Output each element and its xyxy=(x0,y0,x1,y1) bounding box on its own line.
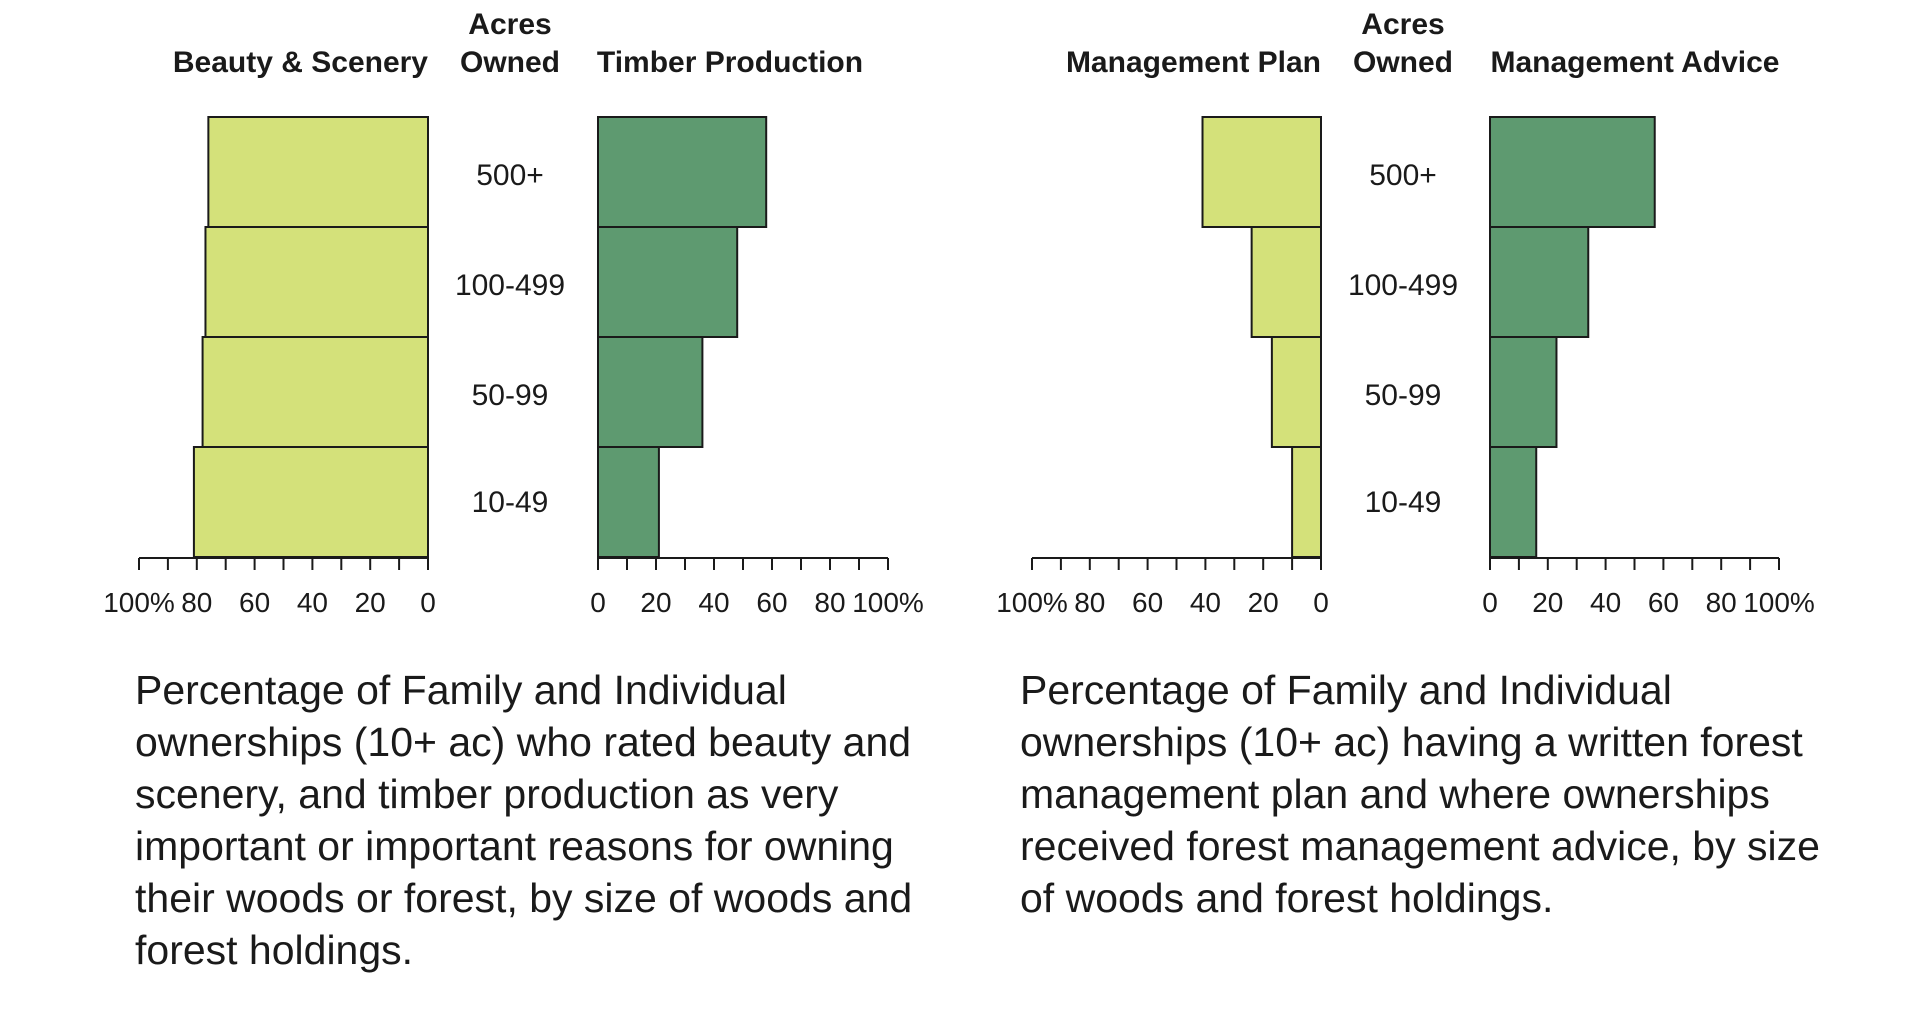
right-tick-label: 20 xyxy=(1532,587,1563,618)
left-bar xyxy=(192,446,429,558)
right-bar xyxy=(597,336,704,448)
right-tick-label: 40 xyxy=(1590,587,1621,618)
caption-line: of woods and forest holdings. xyxy=(1020,875,1554,921)
right-bar xyxy=(1489,446,1538,558)
left-tick-label: 60 xyxy=(1132,587,1163,618)
right-series-title: Timber Production xyxy=(597,46,863,79)
caption-line: scenery, and timber production as very xyxy=(135,771,839,817)
caption-left: Percentage of Family and Individual owne… xyxy=(135,664,912,976)
caption-line: received forest management advice, by si… xyxy=(1020,823,1820,869)
acres-header-line2: Owned xyxy=(1353,46,1453,79)
left-series-title: Management Plan xyxy=(1066,46,1321,79)
left-bar xyxy=(1291,446,1322,558)
caption-line: Percentage of Family and Individual xyxy=(135,667,787,713)
right-tick-label: 0 xyxy=(590,587,606,618)
right-bar xyxy=(1489,116,1656,228)
acres-header-line2: Owned xyxy=(460,46,560,79)
left-bar xyxy=(201,336,429,448)
left-tick-label: 0 xyxy=(420,587,436,618)
caption-line: important or important reasons for ownin… xyxy=(135,823,894,869)
caption-line: management plan and where ownerships xyxy=(1020,771,1770,817)
category-label: 50-99 xyxy=(1365,379,1442,412)
left-tick-label: 40 xyxy=(1190,587,1221,618)
right-bar xyxy=(597,226,739,338)
left-tick-label: 100% xyxy=(103,587,175,618)
right-bar xyxy=(597,116,768,228)
left-tick-label: 80 xyxy=(181,587,212,618)
right-tick-label: 0 xyxy=(1482,587,1498,618)
caption-line: ownerships (10+ ac) who rated beauty and xyxy=(135,719,912,765)
caption-line: Percentage of Family and Individual xyxy=(1020,667,1672,713)
acres-header-line1: Acres xyxy=(1361,8,1444,41)
right-bar xyxy=(1489,226,1590,338)
category-label: 50-99 xyxy=(472,379,549,412)
left-tick-label: 20 xyxy=(355,587,386,618)
category-label: 10-49 xyxy=(472,486,549,519)
category-label: 10-49 xyxy=(1365,486,1442,519)
left-tick-label: 20 xyxy=(1248,587,1279,618)
caption-right: Percentage of Family and Individual owne… xyxy=(1020,664,1820,924)
left-tick-label: 40 xyxy=(297,587,328,618)
caption-line: ownerships (10+ ac) having a written for… xyxy=(1020,719,1803,765)
left-series-title: Beauty & Scenery xyxy=(173,46,428,79)
right-tick-label: 20 xyxy=(640,587,671,618)
left-bar xyxy=(204,226,429,338)
category-label: 500+ xyxy=(1369,159,1437,192)
left-bar xyxy=(1201,116,1323,228)
right-series-title: Management Advice xyxy=(1491,46,1780,79)
left-tick-label: 0 xyxy=(1313,587,1329,618)
right-tick-label: 80 xyxy=(814,587,845,618)
right-tick-label: 60 xyxy=(1648,587,1679,618)
right-tick-label: 80 xyxy=(1706,587,1737,618)
left-bar xyxy=(1250,226,1323,338)
caption-line: their woods or forest, by size of woods … xyxy=(135,875,913,921)
left-bar xyxy=(207,116,429,228)
right-bar xyxy=(1489,336,1558,448)
right-tick-label: 60 xyxy=(756,587,787,618)
right-bar xyxy=(597,446,660,558)
right-tick-label: 100% xyxy=(1743,587,1815,618)
category-label: 100-499 xyxy=(455,269,565,302)
right-tick-label: 40 xyxy=(698,587,729,618)
left-tick-label: 60 xyxy=(239,587,270,618)
category-label: 100-499 xyxy=(1348,269,1458,302)
caption-line: forest holdings. xyxy=(135,927,414,973)
left-bar xyxy=(1270,336,1322,448)
left-tick-label: 80 xyxy=(1074,587,1105,618)
acres-header-line1: Acres xyxy=(468,8,551,41)
left-tick-label: 100% xyxy=(996,587,1068,618)
right-tick-label: 100% xyxy=(852,587,924,618)
category-label: 500+ xyxy=(476,159,544,192)
